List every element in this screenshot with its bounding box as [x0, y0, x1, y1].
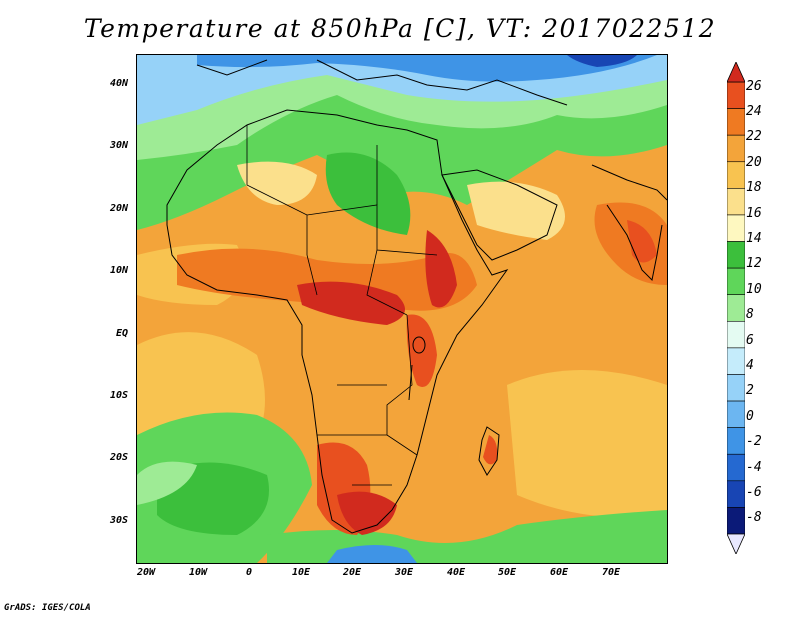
europe-coastline — [196, 59, 568, 106]
colorbar-label-12: 12 — [746, 256, 762, 271]
lon-label-10e: 10E — [291, 567, 311, 578]
colorbar-swatch — [727, 134, 745, 163]
india-coastline — [591, 164, 667, 282]
arabia-coastline — [441, 169, 558, 261]
sahel-hot — [177, 248, 477, 311]
colorbar-swatch — [727, 320, 745, 349]
lon-label-50e: 50E — [497, 567, 517, 578]
lat-label-20n: 20N — [109, 203, 128, 214]
colorbar-swatch — [727, 347, 745, 375]
colorbar-swatch — [727, 214, 745, 242]
colorbar-swatch — [727, 453, 745, 482]
great-lakes-hot — [406, 314, 437, 387]
colorbar-label-2: 2 — [746, 383, 754, 398]
colorbar-label-14: 14 — [746, 231, 762, 246]
colorbar-label-6: 6 — [746, 333, 754, 348]
lon-label-30e: 30E — [394, 567, 414, 578]
colorbar-swatch — [727, 241, 745, 269]
west-sahara-pale — [237, 161, 317, 205]
central-africa-hot — [297, 281, 405, 325]
map-field — [137, 55, 667, 563]
lat-label-30n: 30N — [109, 140, 128, 151]
colorbar-swatch — [727, 81, 745, 109]
colorbar-label-16: 16 — [746, 206, 762, 221]
colorbar-label-m6: -6 — [746, 485, 762, 500]
lat-label-10n: 10N — [109, 265, 128, 276]
colorbar-label-22: 22 — [746, 129, 762, 144]
colorbar-label-4: 4 — [746, 358, 754, 373]
temperature-map — [136, 54, 668, 564]
lake-victoria — [412, 336, 426, 354]
lon-label-20e: 20E — [342, 567, 362, 578]
colorbar-boxes — [727, 81, 745, 535]
lat-label-30s: 30S — [109, 515, 128, 526]
lake-tanganyika — [408, 364, 413, 401]
colorbar-label-20: 20 — [746, 155, 762, 170]
lat-label-40n: 40N — [109, 78, 128, 89]
lon-label-10w: 10W — [188, 567, 208, 578]
colorbar-swatch — [727, 267, 745, 296]
colorbar-label-8: 8 — [746, 307, 754, 322]
chart-title: Temperature at 850hPa [C], VT: 201702251… — [83, 14, 717, 43]
colorbar-bottom-arrow — [727, 533, 745, 554]
lon-label-70e: 70E — [601, 567, 621, 578]
colorbar-label-m8: -8 — [746, 510, 762, 525]
colorbar-swatch — [727, 427, 745, 455]
colorbar-swatch — [727, 294, 745, 322]
lon-label-60e: 60E — [549, 567, 569, 578]
colorbar-swatch — [727, 188, 745, 216]
colorbar-label-m2: -2 — [746, 434, 762, 449]
colorbar-swatch — [727, 507, 745, 535]
lat-label-10s: 10S — [109, 390, 128, 401]
colorbar-swatch — [727, 374, 745, 402]
colorbar-label-18: 18 — [746, 180, 762, 195]
kalahari-hot — [337, 491, 397, 535]
madagascar-hot — [483, 435, 498, 465]
credit-text: GrADS: IGES/COLA — [4, 603, 91, 613]
colorbar-label-26: 26 — [746, 79, 762, 94]
lon-label-20w: 20W — [136, 567, 156, 578]
colorbar-label-0: 0 — [746, 409, 754, 424]
colorbar — [727, 62, 745, 554]
lat-label-20s: 20S — [109, 452, 128, 463]
indian-ocean-mild — [507, 370, 667, 518]
colorbar-top-arrow — [727, 62, 745, 83]
colorbar-label-10: 10 — [746, 282, 762, 297]
colorbar-swatch — [727, 108, 745, 136]
sahara-green — [325, 152, 411, 235]
colorbar-swatch — [727, 400, 745, 428]
colorbar-swatch — [727, 161, 745, 189]
madagascar-outline — [478, 426, 500, 476]
south-atlantic-pale — [137, 461, 197, 505]
mediterranean-cold — [197, 55, 657, 82]
lat-label-eq: EQ — [115, 328, 128, 339]
colorbar-label-m4: -4 — [746, 460, 762, 475]
southern-cold-patch — [327, 545, 417, 563]
africa-coastline — [166, 109, 509, 534]
far-north-cold — [567, 55, 637, 67]
ethiopia-hot — [425, 230, 457, 308]
lon-label-40e: 40E — [446, 567, 466, 578]
colorbar-swatch — [727, 480, 745, 508]
colorbar-label-24: 24 — [746, 104, 762, 119]
country-borders — [246, 125, 438, 486]
lon-label-0: 0 — [245, 567, 253, 578]
